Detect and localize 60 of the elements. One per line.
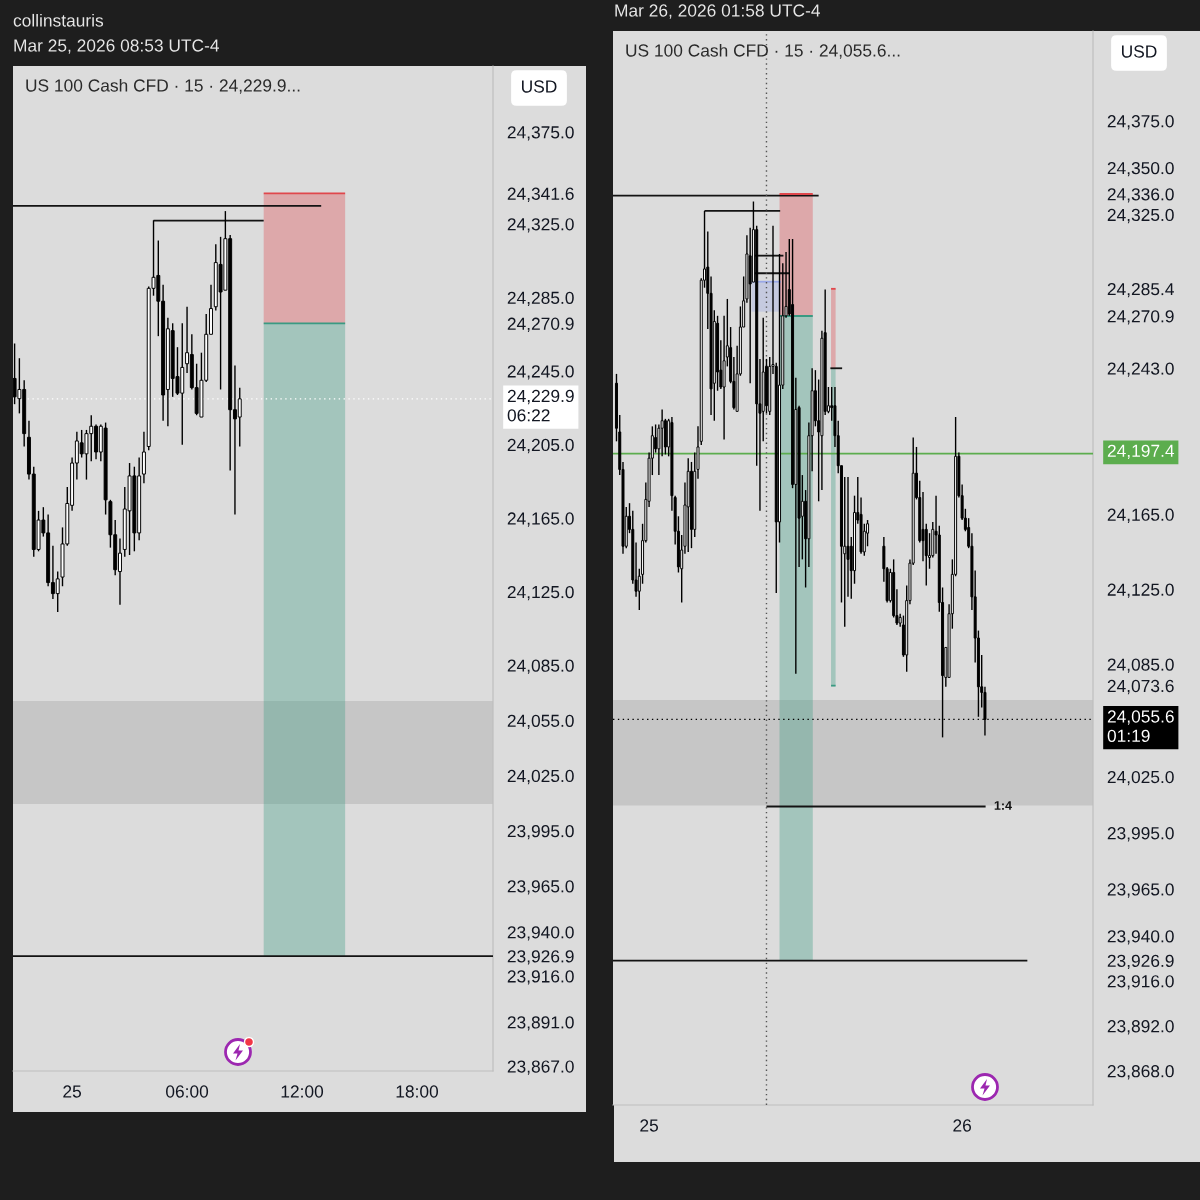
y-tick-label: 24,125.0 (1107, 583, 1174, 598)
y-tick-label: 24,165.0 (1107, 508, 1174, 523)
y-tick-label: 24,165.0 (507, 512, 574, 527)
candlestick (921, 491, 925, 562)
x-tick-label: 12:00 (281, 1085, 324, 1098)
x-tick-label: 18:00 (396, 1085, 439, 1098)
y-tick-label: 23,926.9 (1107, 954, 1174, 970)
ref-line-label: 24,055.6 01:19 (1107, 710, 1174, 742)
y-tick-label: 24,350.0 (1107, 161, 1174, 177)
y-tick-label: 24,025.0 (1107, 770, 1174, 786)
y-axis-title: USD (522, 80, 557, 93)
x-tick-label: 06:00 (166, 1085, 209, 1098)
y-tick-label: 24,325.0 (1107, 208, 1174, 224)
y-tick-label: 24,055.0 (507, 714, 574, 729)
y-tick-label: 23,940.0 (507, 926, 574, 941)
y-tick-label: 24,125.0 (507, 585, 574, 601)
x-tick-label: 25 (640, 1119, 659, 1132)
y-tick-label: 23,868.0 (1107, 1065, 1174, 1080)
y-tick-label: 23,916.0 (1107, 975, 1174, 990)
y-tick-label: 24,085.0 (507, 659, 574, 674)
text: collinstauris (13, 13, 104, 27)
y-tick-label: 23,965.0 (507, 880, 574, 895)
y-tick-label: 23,916.0 (507, 970, 574, 985)
y-tick-label: 24,073.6 (1107, 679, 1174, 695)
ref-line-label: 24,197.4 (1107, 444, 1175, 460)
y-tick-label: 23,940.0 (1107, 930, 1174, 945)
y-tick-label: 23,891.0 (507, 1016, 574, 1031)
y-tick-label: 24,245.0 (507, 365, 574, 380)
text: US 100 Cash CFD · 15 · 24,055.6... (626, 43, 900, 59)
y-tick-label: 23,926.9 (507, 950, 574, 965)
y-tick-label: 24,375.0 (507, 126, 574, 141)
y-tick-label: 24,025.0 (507, 769, 574, 785)
ref-line-label: 24,229.9 06:22 (507, 389, 574, 422)
y-tick-label: 24,243.0 (1107, 362, 1174, 377)
candlestick (689, 461, 693, 549)
y-tick-label: 24,285.0 (507, 291, 574, 307)
y-tick-label: 23,995.0 (1107, 827, 1174, 842)
candlestick (55, 570, 60, 613)
chart-subtitle: Mar 25, 2026 08:53 UTC-4 (14, 39, 219, 54)
chart-subtitle: Mar 26, 2026 01:58 UTC-4 (615, 4, 820, 19)
candlestick (141, 431, 146, 484)
y-tick-label: 24,336.0 (1107, 188, 1174, 203)
y-tick-label: 24,375.0 (1107, 115, 1174, 130)
y-tick-label: 23,867.0 (507, 1060, 574, 1075)
y-tick-label: 24,285.4 (1107, 282, 1174, 298)
y-tick-label: 24,341.6 (507, 187, 574, 202)
y-tick-label: 24,270.9 (1107, 310, 1174, 325)
y-tick-label: 24,205.0 (507, 438, 574, 454)
y-tick-label: 24,085.0 (1107, 658, 1174, 673)
candlestick (84, 429, 89, 481)
y-tick-label: 23,965.0 (1107, 883, 1174, 898)
text: US 100 Cash CFD · 15 · 24,229.9... (26, 78, 300, 94)
series-label: 1:4 (994, 801, 1012, 810)
y-tick-label: 23,995.0 (507, 825, 574, 840)
x-tick-label: 25 (63, 1085, 82, 1098)
y-tick-label: 23,892.0 (1107, 1020, 1174, 1035)
y-axis-title: USD (1122, 45, 1157, 58)
y-tick-label: 24,325.0 (507, 218, 574, 233)
x-tick-label: 26 (953, 1119, 972, 1132)
y-tick-label: 24,270.9 (507, 317, 574, 332)
